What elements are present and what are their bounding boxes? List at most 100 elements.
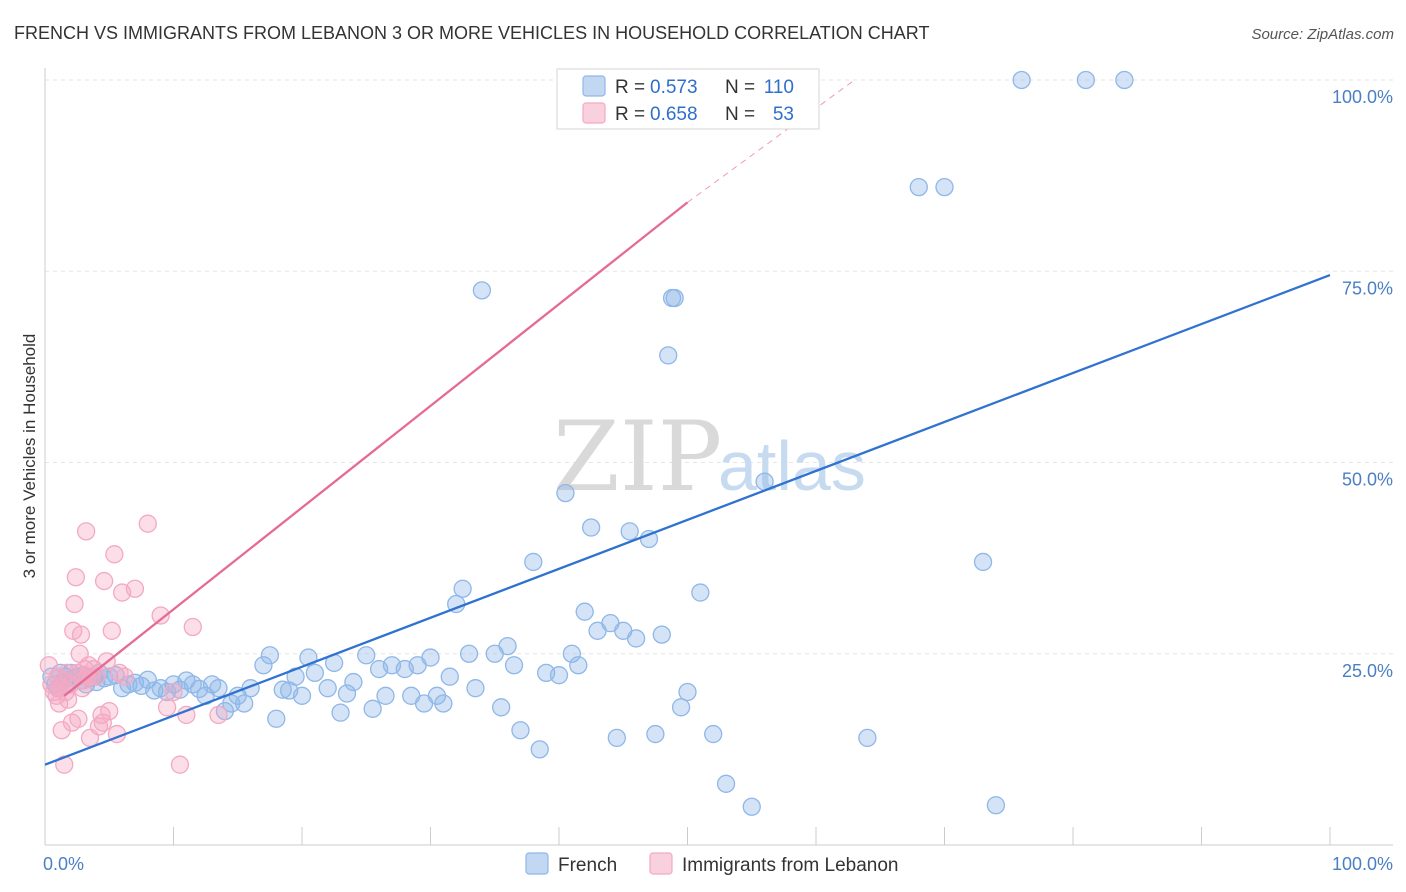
lebanon-point-37 [100,701,119,721]
legend-swatch-french [525,852,549,875]
french-point-78 [524,552,543,572]
y-tick-label-0: 25.0% [1342,661,1393,681]
french-point-70 [459,644,479,663]
lebanon-point-19 [69,709,88,728]
lebanon-point-47 [157,698,177,717]
french-point-53 [337,684,357,703]
y-tick-label-3: 100.0% [1332,87,1393,107]
lebanon-trendline [63,201,689,697]
french-point-72 [472,281,492,300]
french-point-42 [260,646,280,665]
french-point-113 [1115,70,1134,90]
stats-r-value-lebanon: 0.658 [650,104,698,125]
french-point-49 [305,663,325,683]
watermark-zip: ZIP [553,401,722,513]
y-tick-labels: 25.0% 50.0% 75.0% 100.0% [1332,87,1393,681]
french-point-79 [530,740,549,759]
french-point-82 [556,483,575,503]
french-point-35 [209,679,228,698]
lebanon-point-38 [102,621,121,640]
french-point-86 [581,518,601,537]
stats-r-label-french: R = [615,77,645,98]
lebanon-point-7 [52,721,71,740]
french-point-95 [652,625,671,644]
french-point-91 [620,522,639,541]
lebanon-point-49 [170,755,190,774]
lebanon-point-16 [65,594,84,614]
lebanon-point-34 [93,713,112,732]
x-tick-label-left: 0.0% [43,854,84,874]
french-point-84 [569,656,588,675]
french-point-67 [440,667,459,686]
french-point-44 [273,680,292,699]
french-point-47 [292,686,312,705]
french-point-94 [646,724,665,744]
axes [44,68,1393,846]
french-point-41 [254,656,273,675]
french-point-75 [498,636,517,656]
french-point-54 [344,672,363,692]
lebanon-point-48 [164,682,183,702]
french-point-96 [659,346,678,365]
bottom-legend: French Immigrants from Lebanon [525,852,899,876]
french-point-43 [267,709,286,728]
y-tick-label-1: 50.0% [1342,470,1393,490]
lebanon-point-25 [76,522,96,541]
french-point-74 [492,698,511,717]
gridlines [45,79,1393,655]
french-point-104 [742,797,761,816]
legend-label-french: French [558,855,617,876]
y-axis-label: 3 or more Vehicles in Household [20,334,39,579]
french-point-76 [504,656,524,675]
stats-n-value-french: 110 [764,77,794,98]
lebanon-point-43 [115,667,134,686]
lebanon-point-51 [183,617,202,637]
french-point-106 [858,728,877,748]
french-point-24 [138,670,157,689]
lebanon-point-46 [151,606,170,625]
french-point-71 [466,679,485,698]
french-point-55 [357,646,376,665]
legend-label-lebanon: Immigrants from Lebanon [682,855,899,876]
french-point-83 [562,644,581,663]
stats-n-label-french: N = [725,77,755,98]
french-trendline [44,274,1331,766]
lebanon-point-45 [138,514,157,533]
french-point-100 [678,682,697,702]
stats-n-value-lebanon: 53 [773,104,794,125]
chart-title: FRENCH VS IMMIGRANTS FROM LEBANON 3 OR M… [14,23,929,43]
french-point-112 [1076,70,1095,90]
lebanon-point-11 [57,663,76,683]
french-point-69 [453,579,472,598]
french-point-92 [626,629,646,648]
stats-n-label-lebanon: N = [725,104,755,125]
french-point-56 [363,699,382,718]
lebanon-point-17 [66,568,85,587]
french-point-107 [909,177,928,197]
lebanon-point-5 [49,694,69,713]
watermark-atlas: atlas [718,427,866,505]
french-point-102 [704,724,723,744]
french-point-98 [665,288,684,308]
y-tick-label-2: 75.0% [1342,278,1393,298]
watermark: ZIP atlas [553,401,866,513]
legend-swatch-lebanon [649,852,673,875]
lebanon-point-35 [94,571,114,591]
french-point-89 [607,728,626,748]
french-point-109 [973,552,993,572]
lebanon-trendline-extension [687,79,855,203]
french-point-64 [421,648,440,667]
trendlines [44,79,1331,766]
french-point-81 [549,666,569,685]
stats-r-value-french: 0.573 [650,77,698,98]
stats-legend: R = 0.573 N = 110 R = 0.658 N = 53 [556,68,820,130]
french-point-108 [935,177,954,197]
lebanon-point-52 [209,705,228,725]
french-point-99 [671,698,691,717]
x-tick-label-right: 100.0% [1332,854,1393,874]
french-point-52 [331,703,350,722]
french-point-77 [511,721,530,740]
lebanon-point-12 [58,690,78,709]
lebanon-point-44 [125,579,145,598]
